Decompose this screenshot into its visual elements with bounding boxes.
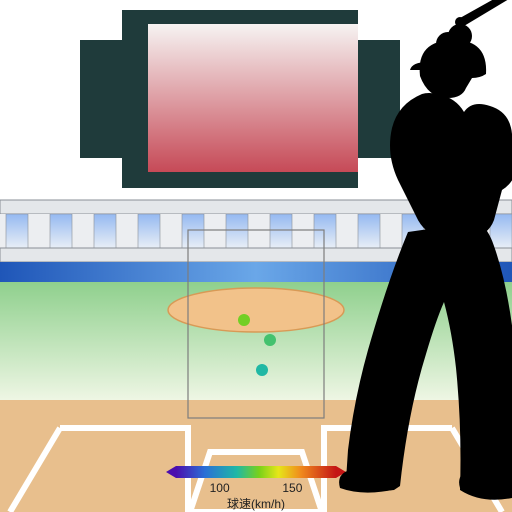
infield-dirt [0,400,512,512]
pitch-point [238,314,250,326]
colorbar [176,466,336,478]
stand-pillar [270,214,292,248]
chart-svg: 100 150 球速(km/h) [0,0,512,512]
pitch-point [256,364,268,376]
pitchers-mound [168,288,344,332]
stand-pillar [94,214,116,248]
stand-pillar [50,214,72,248]
stand-pillar [358,214,380,248]
scoreboard-screen [148,24,358,172]
stand-pillar [138,214,160,248]
stand-pillar [226,214,248,248]
stand-pillar [6,214,28,248]
pitch-point [264,334,276,346]
colorbar-label: 球速(km/h) [227,497,285,511]
stand-pillar [182,214,204,248]
colorbar-tick: 100 [210,481,230,495]
stand-pillar [314,214,336,248]
colorbar-tick: 150 [282,481,302,495]
pitch-location-chart: 100 150 球速(km/h) [0,0,512,512]
